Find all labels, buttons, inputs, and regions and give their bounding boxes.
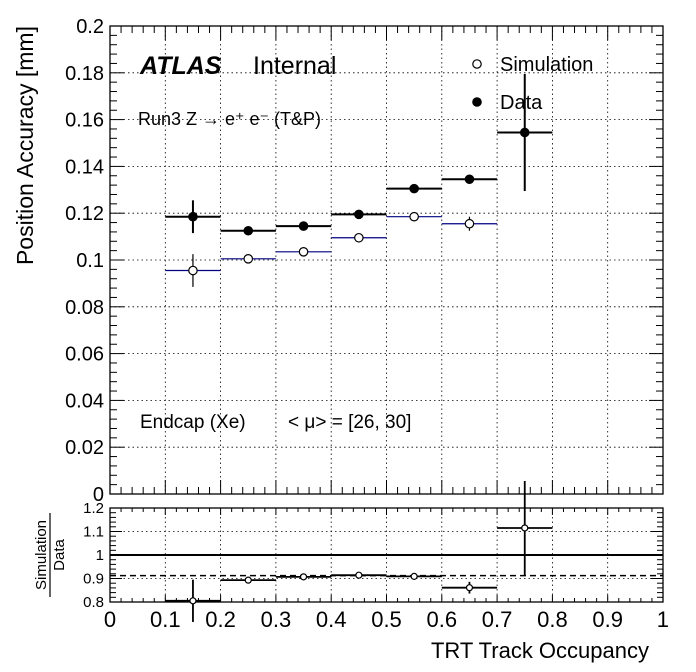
main-y-tick-label: 0.04 — [65, 390, 104, 412]
x-tick-label: 0 — [104, 607, 116, 632]
main-y-tick-label: 0 — [93, 484, 104, 506]
main-y-tick-label: 0.1 — [76, 250, 104, 272]
ratio-y-axis-title: Simulation Data — [33, 513, 68, 597]
main-y-tick-label: 0.08 — [65, 297, 104, 319]
x-tick-label: 0.2 — [205, 607, 236, 632]
x-tick-label: 0.5 — [371, 607, 402, 632]
process-label: Run3 Z → e⁺ e⁻ (T&P) — [138, 109, 321, 129]
legend-marker-1 — [472, 97, 482, 107]
x-tick-label: 1 — [657, 607, 669, 632]
ratio-label-denominator: Data — [51, 539, 68, 571]
pileup-label: < μ> = [26, 30] — [288, 412, 411, 433]
data-series-point — [354, 209, 364, 220]
internal-label: Internal — [253, 52, 336, 80]
data-series-point — [464, 174, 475, 185]
ratio-series-point — [355, 571, 363, 579]
grid-lines — [110, 26, 663, 602]
main-y-tick-label: 0.12 — [65, 203, 104, 225]
data-series-point — [409, 183, 419, 194]
region-label: Endcap (Xe) — [140, 412, 246, 433]
data-series — [165, 73, 553, 236]
main-y-tick-label: 0.16 — [65, 110, 104, 132]
ratio-series-point — [299, 573, 308, 581]
main-y-tick-label: 0.14 — [65, 156, 104, 178]
simulation-series-point — [243, 254, 254, 264]
ratio-series-point — [465, 584, 474, 592]
simulation-series-point — [298, 247, 309, 257]
ratio-series-point — [189, 597, 197, 605]
main-y-tick-label: 0.2 — [76, 16, 104, 38]
ratio-label-numerator: Simulation — [33, 520, 50, 590]
ratio-series-point — [521, 524, 529, 532]
x-tick-label: 0.6 — [427, 607, 458, 632]
data-series-point — [298, 221, 309, 231]
simulation-series-point — [188, 265, 198, 276]
ratio-y-tick-label: 0.9 — [83, 571, 104, 588]
y-axis-title: Position Accuracy [mm] — [12, 26, 38, 265]
ratio-y-tick-label: 1 — [96, 547, 104, 564]
data-series-point — [243, 225, 254, 236]
data-series-point — [188, 211, 198, 222]
data-series-point — [519, 127, 530, 138]
x-tick-label: 0.9 — [592, 607, 623, 632]
legend-marker-0 — [472, 59, 482, 69]
x-tick-label: 0.4 — [316, 607, 347, 632]
legend-label-1: Data — [500, 92, 543, 114]
legend-label-0: Simulation — [500, 54, 593, 76]
main-y-tick-label: 0.18 — [65, 63, 104, 85]
x-tick-label: 0.8 — [537, 607, 568, 632]
x-tick-label: 0.3 — [261, 607, 292, 632]
simulation-series-point — [409, 211, 419, 222]
ratio-y-tick-label: 0.8 — [83, 594, 104, 611]
ratio-series-point — [244, 576, 252, 584]
simulation-series-point — [354, 232, 364, 243]
x-tick-label: 0.7 — [482, 607, 513, 632]
simulation-series-point — [464, 218, 475, 229]
x-axis-title: TRT Track Occupancy — [431, 638, 649, 663]
simulation-series — [165, 211, 498, 287]
ticks — [109, 25, 664, 603]
main-y-tick-label: 0.02 — [65, 437, 104, 459]
ratio-y-tick-label: 1.1 — [83, 524, 104, 541]
ratio-series-point — [410, 572, 418, 580]
legend: Simulation Data — [472, 54, 593, 114]
atlas-label: ATLAS — [139, 52, 222, 80]
ratio-y-tick-label: 1.2 — [83, 500, 104, 517]
main-y-tick-label: 0.06 — [65, 344, 104, 366]
ratio-series — [165, 480, 553, 622]
x-tick-label: 0.1 — [150, 607, 181, 632]
